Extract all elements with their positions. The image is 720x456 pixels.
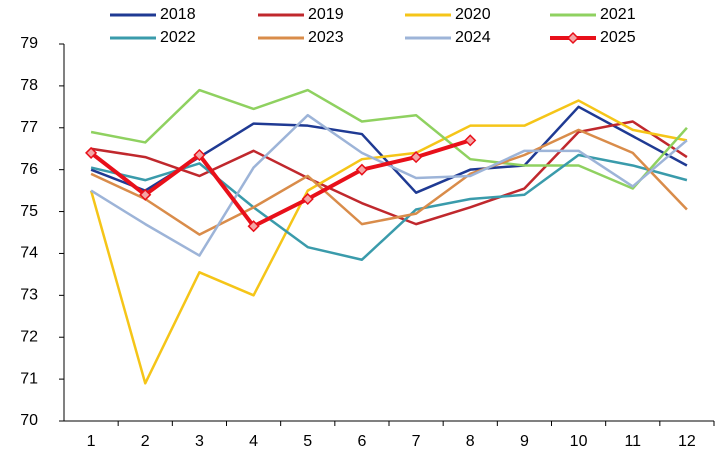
x-tick-label: 11: [624, 433, 641, 450]
series-line: [90, 113, 688, 257]
legend-label: 2023: [308, 29, 344, 46]
x-tick-label: 10: [570, 433, 588, 450]
legend-label: 2022: [160, 29, 196, 46]
legend-label: 2024: [455, 29, 491, 46]
x-tick-label: 2: [141, 433, 150, 450]
point-marker: [247, 220, 260, 233]
point-marker: [410, 151, 423, 164]
legend-label: 2025: [600, 29, 636, 46]
series-line: [90, 105, 688, 194]
x-tick-label: 1: [87, 433, 96, 450]
x-tick-label: 6: [357, 433, 366, 450]
series-line: [89, 138, 471, 229]
y-tick-label: 73: [20, 287, 38, 304]
series-line: [90, 88, 688, 190]
point-marker: [301, 192, 314, 206]
x-tick-label: 7: [412, 433, 421, 450]
legend-marker: [566, 31, 580, 45]
point-marker: [139, 188, 152, 201]
x-tick-label: 5: [303, 433, 312, 450]
y-tick-label: 70: [20, 412, 38, 429]
legend-label: 2018: [160, 6, 196, 23]
y-tick-label: 76: [20, 161, 38, 178]
x-tick-label: 8: [466, 433, 475, 450]
point-marker: [355, 163, 368, 176]
legend-label: 2021: [600, 6, 636, 23]
series-line: [89, 99, 688, 385]
legend-label: 2020: [455, 6, 491, 23]
series-line: [90, 128, 688, 236]
y-tick-label: 78: [20, 77, 38, 94]
x-tick-label: 3: [195, 433, 204, 450]
x-tick-label: 9: [520, 433, 529, 450]
point-marker: [193, 148, 206, 162]
point-marker: [85, 146, 98, 159]
y-tick-label: 74: [20, 245, 38, 262]
y-tick-label: 75: [20, 203, 38, 220]
legend-label: 2019: [308, 6, 344, 23]
y-tick-label: 72: [20, 328, 38, 345]
series-line: [90, 120, 688, 226]
y-tick-label: 77: [20, 119, 38, 136]
y-tick-label: 71: [20, 370, 38, 387]
point-marker: [464, 134, 477, 147]
y-tick-label: 79: [20, 35, 38, 52]
x-tick-label: 4: [249, 433, 258, 450]
x-tick-label: 12: [678, 433, 696, 450]
